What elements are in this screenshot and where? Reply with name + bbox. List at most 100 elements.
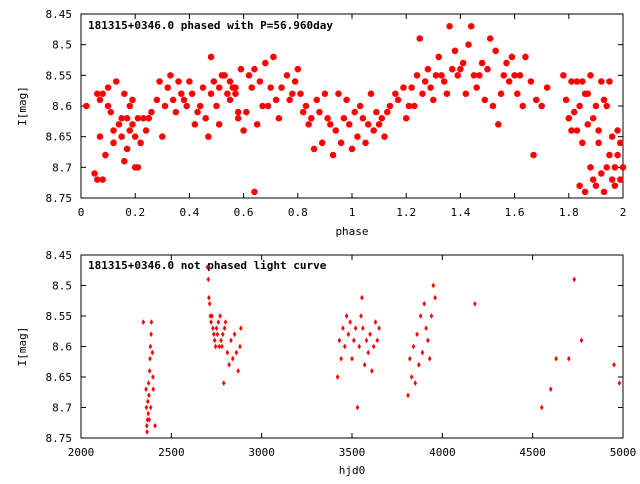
data-point	[371, 343, 376, 350]
data-point	[422, 78, 429, 85]
data-point	[514, 90, 521, 97]
data-point	[148, 355, 152, 362]
data-point	[595, 127, 602, 134]
data-point	[565, 115, 572, 122]
x-tick-label: 1	[349, 206, 356, 219]
data-point	[126, 102, 133, 110]
data-point	[275, 115, 282, 122]
data-point	[489, 102, 497, 110]
data-point	[219, 337, 223, 344]
data-point	[144, 386, 148, 392]
data-point	[289, 90, 296, 97]
data-point	[207, 294, 211, 301]
data-point	[451, 47, 459, 54]
data-point	[338, 139, 345, 146]
data-point	[539, 404, 544, 411]
data-point	[147, 416, 152, 423]
data-point	[107, 108, 114, 116]
data-point	[530, 151, 537, 159]
data-point	[519, 102, 526, 110]
data-point	[581, 188, 589, 196]
data-point	[240, 127, 247, 134]
data-point	[370, 127, 377, 134]
data-point	[229, 337, 233, 344]
y-tick-label: 8.5	[52, 39, 72, 52]
data-point	[409, 374, 414, 380]
data-point	[476, 72, 483, 79]
data-point	[217, 343, 222, 350]
x-tick-label: 0.2	[125, 206, 145, 219]
data-point	[619, 164, 627, 171]
x-tick-label: 0.8	[288, 206, 308, 219]
data-point	[145, 115, 152, 122]
data-point	[572, 276, 577, 283]
data-point	[186, 78, 193, 85]
data-point	[121, 90, 128, 97]
data-point	[210, 313, 214, 319]
data-point	[213, 102, 220, 110]
data-point	[611, 182, 619, 189]
data-point	[226, 78, 234, 85]
data-point	[214, 325, 219, 331]
data-point	[353, 325, 358, 331]
data-point	[335, 374, 340, 380]
data-point	[506, 78, 513, 85]
data-point	[420, 349, 425, 356]
data-point	[144, 404, 149, 411]
data-point	[503, 59, 510, 67]
data-point	[153, 423, 157, 429]
data-point	[248, 84, 255, 91]
data-point	[408, 355, 412, 362]
data-point	[197, 102, 204, 110]
data-point	[220, 343, 224, 350]
x-tick-label: 2	[620, 206, 627, 219]
data-point	[426, 337, 430, 344]
data-point	[492, 47, 499, 54]
data-point	[121, 158, 128, 165]
data-point	[156, 78, 163, 85]
data-point	[140, 115, 147, 122]
data-point	[481, 96, 488, 104]
x-tick-label: 0.4	[179, 206, 199, 219]
data-point	[603, 102, 610, 110]
data-point	[264, 102, 272, 110]
x-tick-label: 3500	[339, 446, 366, 459]
data-point	[516, 72, 524, 79]
data-point	[329, 151, 337, 159]
data-point	[291, 78, 299, 85]
data-point	[161, 102, 169, 110]
data-point	[294, 66, 301, 73]
data-point	[134, 164, 142, 171]
data-point	[346, 121, 353, 128]
data-point	[235, 108, 242, 116]
data-point	[137, 139, 144, 146]
data-point	[579, 78, 586, 85]
data-point	[373, 319, 378, 325]
data-point	[403, 115, 410, 122]
data-point	[351, 108, 358, 116]
data-point	[129, 121, 136, 128]
data-point	[449, 66, 456, 73]
data-point	[272, 96, 280, 104]
data-point	[234, 349, 239, 356]
y-tick-label: 8.7	[52, 161, 72, 174]
data-point	[232, 331, 237, 338]
data-point	[221, 331, 225, 338]
data-point	[316, 108, 323, 116]
data-point	[470, 72, 478, 79]
plot-frame	[80, 254, 624, 439]
y-tick-label: 8.5	[52, 280, 72, 293]
data-point	[262, 59, 269, 67]
data-point	[206, 276, 211, 283]
data-point	[568, 78, 575, 85]
y-tick-label: 8.6	[52, 341, 72, 354]
y-tick-label: 8.75	[46, 192, 73, 205]
x-tick-label: 1.4	[450, 206, 470, 219]
data-point	[362, 139, 369, 146]
x-tick-label: 2000	[68, 446, 95, 459]
data-point	[245, 72, 253, 79]
data-point	[366, 349, 371, 356]
data-point	[579, 337, 584, 344]
data-point	[118, 133, 125, 140]
data-point	[457, 66, 464, 73]
